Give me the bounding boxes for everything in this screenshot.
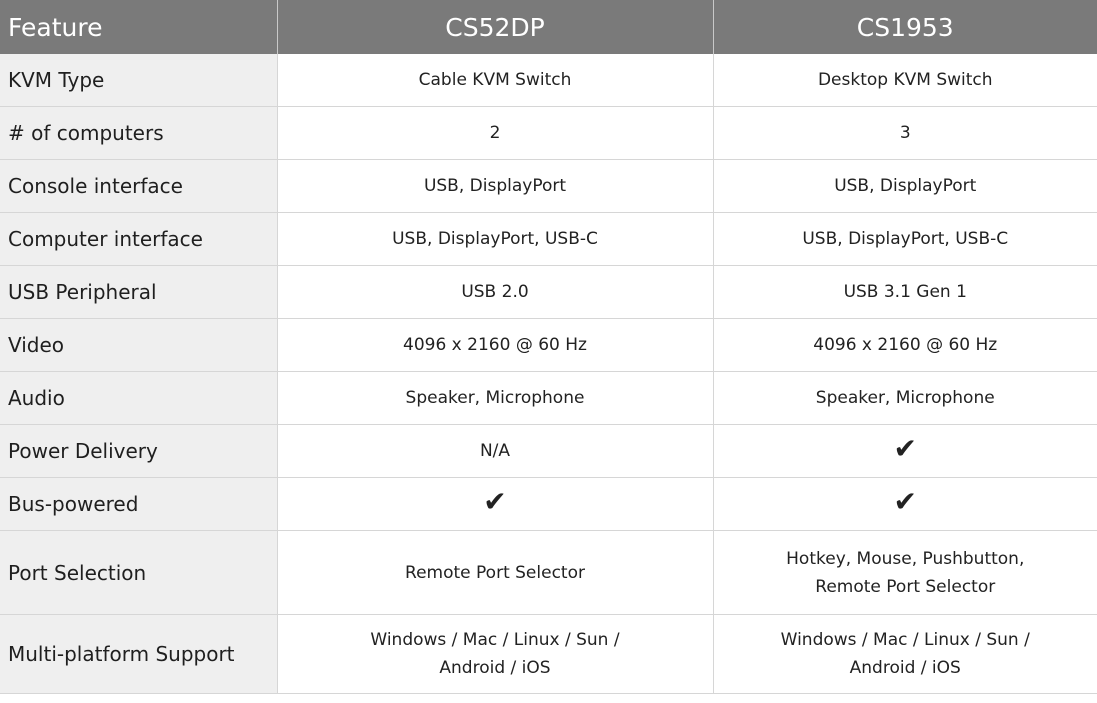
feature-label: Port Selection [0, 530, 278, 615]
value-cell-cs1953: 3 [713, 106, 1097, 160]
table-row: Console interface USB, DisplayPort USB, Di… [0, 159, 1097, 213]
value-cell-cs1953: USB 3.1 Gen 1 [713, 265, 1097, 319]
value-cell-cs1953: USB, DisplayPort [713, 159, 1097, 213]
value-text: USB, DisplayPort [423, 176, 567, 196]
value-line: Hotkey, Mouse, Pushbutton, [786, 548, 1025, 569]
product-column-header-cs52dp: CS52DP [277, 0, 714, 54]
value-cell-cs52dp: Speaker, Microphone [277, 371, 714, 425]
feature-label: Power Delivery [0, 424, 278, 478]
value-text: USB, DisplayPort, USB-C [392, 229, 598, 249]
value-cell-cs52dp: 4096 x 2160 @ 60 Hz [277, 318, 714, 372]
value-text: Speaker, Microphone [405, 388, 585, 408]
value-text: Remote Port Selector [405, 562, 585, 583]
feature-label: KVM Type [0, 54, 278, 107]
value-text: USB 3.1 Gen 1 [843, 282, 967, 302]
feature-column-header: Feature [0, 0, 278, 54]
value-text: Speaker, Microphone [815, 388, 995, 408]
table-row: Video 4096 x 2160 @ 60 Hz 4096 x 2160 @ 60… [0, 318, 1097, 372]
value-cell-cs1953: Hotkey, Mouse, Pushbutton, Remote Port Se… [713, 530, 1097, 615]
value-cell-cs52dp: USB, DisplayPort [277, 159, 714, 213]
value-line: Android / iOS [439, 658, 551, 678]
feature-label: Console interface [0, 159, 278, 213]
value-line: Windows / Mac / Linux / Sun / [780, 630, 1030, 650]
table-row: Audio Speaker, Microphone Speaker, Microph… [0, 371, 1097, 425]
feature-label: Multi-platform Support [0, 614, 278, 694]
value-text: Windows / Mac / Linux / Sun / Android / i… [781, 626, 1030, 682]
value-cell-cs1953: 4096 x 2160 @ 60 Hz [713, 318, 1097, 372]
value-cell-cs1953: ✔ [713, 477, 1097, 531]
value-cell-cs52dp: 2 [277, 106, 714, 160]
feature-label: USB Peripheral [0, 265, 278, 319]
value-cell-cs1953: Windows / Mac / Linux / Sun / Android / i… [713, 614, 1097, 694]
checkmark-icon: ✔ [483, 485, 507, 518]
value-cell-cs52dp: ✔ [277, 477, 714, 531]
header-row: Feature CS52DP CS1953 [0, 0, 1097, 54]
value-cell-cs52dp: Cable KVM Switch [277, 54, 714, 107]
table-row: KVM Type Cable KVM Switch Desktop KVM Swit… [0, 54, 1097, 107]
value-cell-cs1953: Speaker, Microphone [713, 371, 1097, 425]
value-text: USB 2.0 [461, 282, 529, 302]
value-cell-cs1953: USB, DisplayPort, USB-C [713, 212, 1097, 266]
value-line: Windows / Mac / Linux / Sun / [370, 630, 620, 650]
value-cell-cs1953: ✔ [713, 424, 1097, 478]
value-cell-cs52dp: N/A [277, 424, 714, 478]
checkmark-icon: ✔ [893, 432, 917, 465]
checkmark-icon: ✔ [893, 485, 917, 518]
table-row: USB Peripheral USB 2.0 USB 3.1 Gen 1 [0, 265, 1097, 319]
value-line: Android / iOS [849, 658, 961, 678]
value-text: 3 [899, 123, 911, 143]
value-text: USB, DisplayPort [834, 176, 977, 196]
value-cell-cs1953: Desktop KVM Switch [713, 54, 1097, 107]
product-column-header-cs1953: CS1953 [713, 0, 1097, 54]
table-row: Bus-powered ✔ ✔ [0, 477, 1097, 531]
value-text: USB, DisplayPort, USB-C [802, 229, 1009, 249]
value-text: Cable KVM Switch [418, 70, 572, 90]
value-cell-cs52dp: USB, DisplayPort, USB-C [277, 212, 714, 266]
value-text: Hotkey, Mouse, Pushbutton, Remote Port Se… [786, 545, 1024, 601]
table-row: Multi-platform Support Windows / Mac / Li… [0, 614, 1097, 694]
value-cell-cs52dp: USB 2.0 [277, 265, 714, 319]
feature-label: Computer interface [0, 212, 278, 266]
value-text: 2 [489, 123, 501, 143]
value-line: Remote Port Selector [815, 576, 996, 597]
feature-label: Bus-powered [0, 477, 278, 531]
value-text: N/A [479, 441, 511, 461]
table-row: Port Selection Remote Port Selector Hotkey… [0, 530, 1097, 615]
value-text: 4096 x 2160 @ 60 Hz [813, 335, 998, 355]
value-cell-cs52dp: Remote Port Selector [277, 530, 714, 615]
feature-label: Video [0, 318, 278, 372]
feature-label: # of computers [0, 106, 278, 160]
table-body: KVM Type Cable KVM Switch Desktop KVM Swit… [0, 54, 1097, 694]
value-text: Windows / Mac / Linux / Sun / Android / i… [370, 626, 619, 682]
table-row: # of computers 2 3 [0, 106, 1097, 160]
table-row: Computer interface USB, DisplayPort, USB-… [0, 212, 1097, 266]
table-row: Power Delivery N/A ✔ [0, 424, 1097, 478]
value-text: Desktop KVM Switch [817, 70, 993, 90]
feature-label: Audio [0, 371, 278, 425]
value-text: 4096 x 2160 @ 60 Hz [403, 335, 587, 355]
value-cell-cs52dp: Windows / Mac / Linux / Sun / Android / i… [277, 614, 714, 694]
